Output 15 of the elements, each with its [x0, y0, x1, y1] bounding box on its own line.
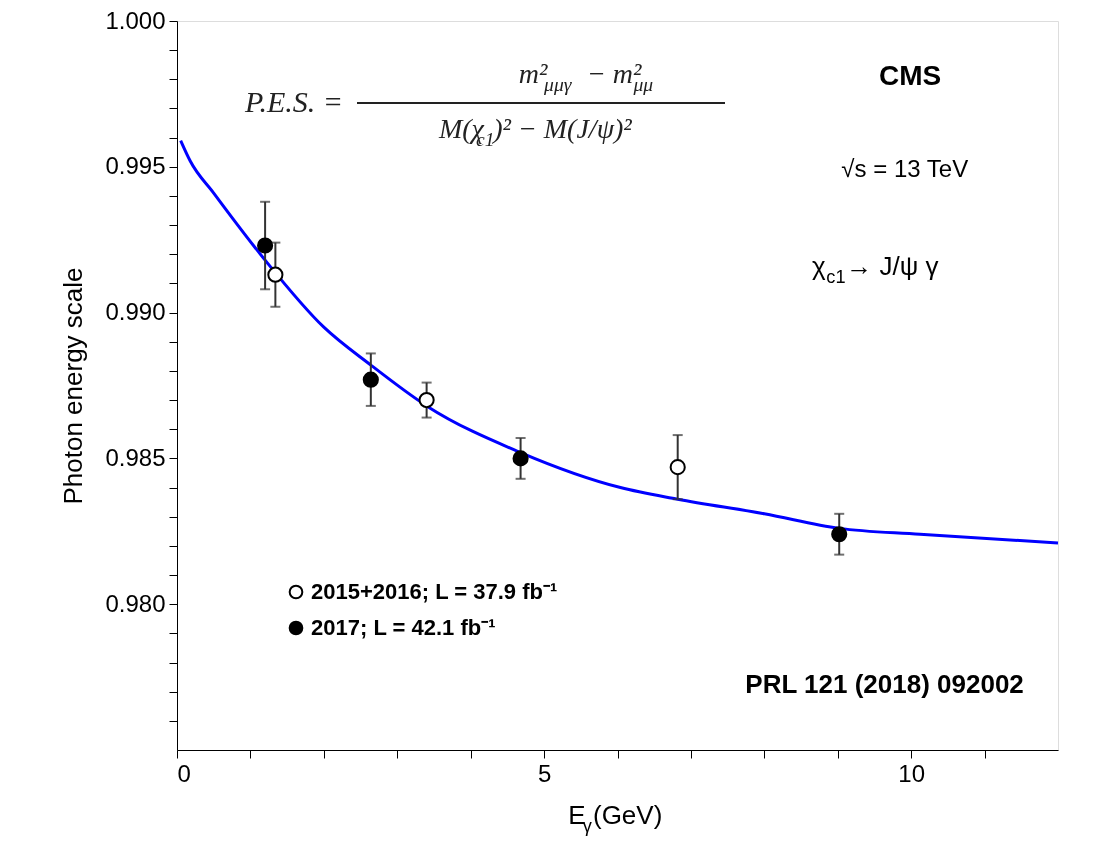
annotation: √s = 13 TeV — [841, 155, 969, 182]
y-tick-label: 0.990 — [105, 298, 166, 326]
y-axis-title: Photon energy scale — [58, 267, 89, 505]
legend-label: 2017; L = 42.1 fb⁻¹ — [311, 615, 496, 640]
x-tick-label: 10 — [898, 759, 926, 787]
annotation: PRL 121 (2018) 092002 — [745, 669, 1024, 699]
y-tick-label: 0.980 — [105, 589, 166, 617]
annotation: P.E.S. = — [244, 85, 344, 118]
annotation: CMS — [878, 60, 942, 91]
y-tick-label: 1.000 — [105, 6, 166, 34]
x-tick-label: 5 — [537, 759, 552, 787]
y-tick-label: 0.985 — [105, 443, 166, 471]
x-tick-label: 0 — [177, 759, 191, 787]
y-tick-label: 0.995 — [105, 152, 166, 180]
legend-label: 2015+2016; L = 37.9 fb⁻¹ — [311, 579, 558, 604]
